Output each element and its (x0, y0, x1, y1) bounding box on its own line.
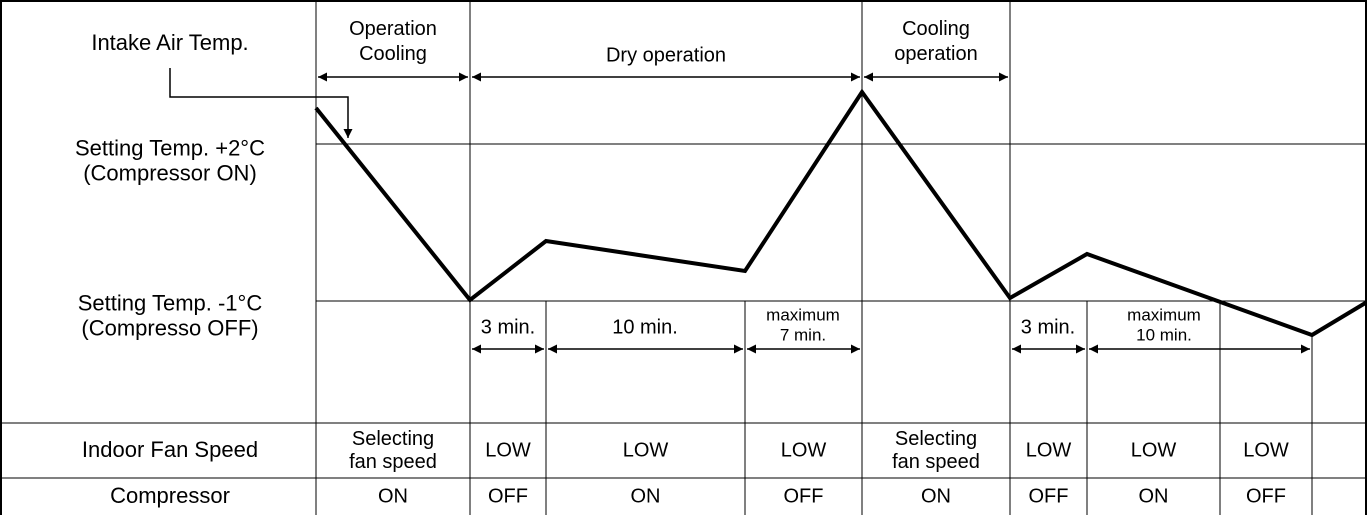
setting-high-label: (Compressor ON) (83, 160, 257, 185)
interval-label: 10 min. (1136, 325, 1192, 344)
row-cell: LOW (485, 439, 531, 461)
row-cell: fan speed (892, 451, 980, 473)
setting-high-label: Setting Temp. +2°C (75, 135, 265, 160)
row-cell: ON (378, 485, 408, 507)
row-cell: OFF (488, 485, 528, 507)
intake-label: Intake Air Temp. (91, 30, 248, 55)
row-cell: ON (921, 485, 951, 507)
row-cell: Selecting (895, 428, 977, 450)
phase-label: Operation (349, 18, 437, 40)
row-cell: ON (1139, 485, 1169, 507)
row-cell: Selecting (352, 428, 434, 450)
row-cell: LOW (623, 439, 669, 461)
row-cell: LOW (1243, 439, 1289, 461)
row-cell: LOW (781, 439, 827, 461)
interval-label: maximum (766, 305, 840, 324)
row-cell: LOW (1026, 439, 1072, 461)
phase-label: operation (894, 43, 977, 65)
interval-label: 3 min. (1021, 316, 1075, 338)
row-cell: OFF (1246, 485, 1286, 507)
phase-label: Cooling (902, 18, 970, 40)
row-cell: LOW (1131, 439, 1177, 461)
row-label: Indoor Fan Speed (82, 437, 258, 462)
interval-label: 7 min. (780, 325, 826, 344)
row-label: Compressor (110, 483, 230, 508)
interval-label: maximum (1127, 305, 1201, 324)
arrows (169, 68, 1310, 354)
row-cell: OFF (784, 485, 824, 507)
phase-label: Cooling (359, 43, 427, 65)
interval-label: 3 min. (481, 316, 535, 338)
setting-low-label: Setting Temp. -1°C (78, 290, 263, 315)
row-cell: ON (631, 485, 661, 507)
temperature-curve (314, 88, 1367, 338)
setting-low-label: (Compresso OFF) (81, 315, 258, 340)
phase-label: Dry operation (606, 44, 726, 66)
interval-label: 10 min. (612, 316, 678, 338)
row-cell: OFF (1029, 485, 1069, 507)
row-cell: fan speed (349, 451, 437, 473)
